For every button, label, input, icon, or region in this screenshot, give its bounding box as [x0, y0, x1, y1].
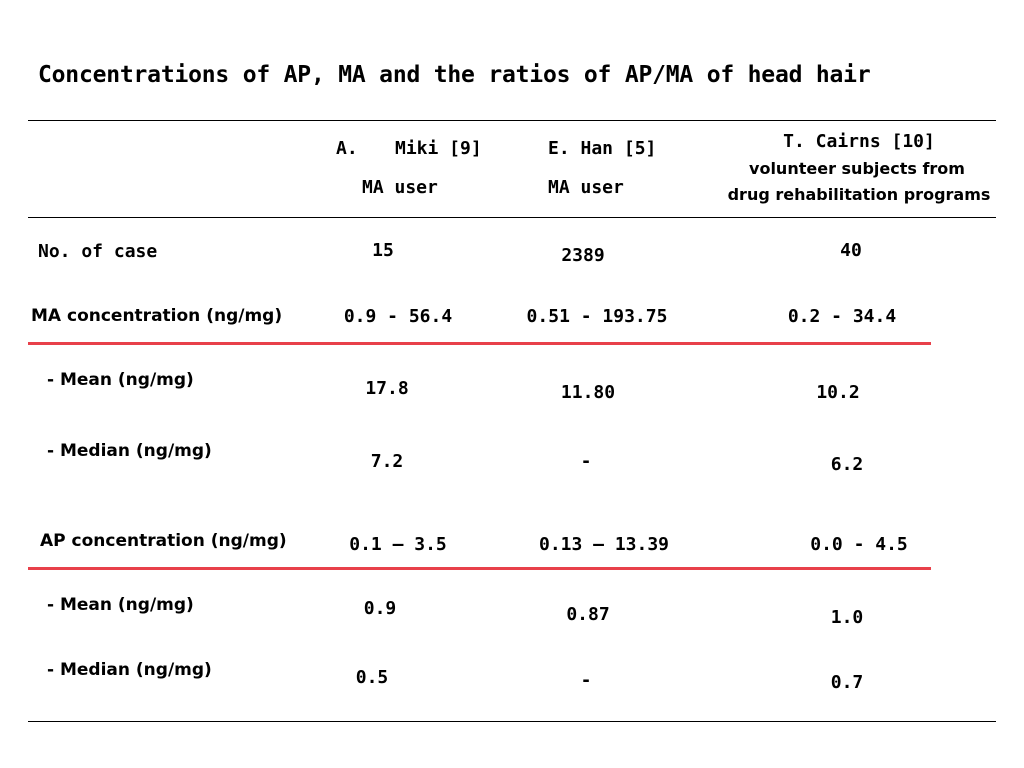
col3-author: T. Cairns [10] — [783, 131, 935, 152]
row-ma-median-label: - Median (ng/mg) — [47, 441, 212, 461]
row-ma-conc-col1: 0.9 - 56.4 — [343, 306, 453, 327]
col1-author: Miki [9] — [395, 138, 482, 159]
row-ap-conc-col3: 0.0 - 4.5 — [810, 534, 908, 555]
col3-subject-line2: drug rehabilitation programs — [727, 185, 991, 204]
row-ap-median-label: - Median (ng/mg) — [47, 660, 212, 680]
row-ma-mean-label: - Mean (ng/mg) — [47, 370, 194, 390]
table-top-rule — [28, 120, 996, 121]
row-ma-mean-col3: 10.2 — [816, 382, 860, 403]
ap-section-red-rule — [28, 567, 931, 570]
row-ma-conc-col3: 0.2 - 34.4 — [787, 306, 897, 327]
table-bottom-rule — [28, 721, 996, 722]
slide-title: Concentrations of AP, MA and the ratios … — [38, 62, 871, 88]
ma-section-red-rule — [28, 342, 931, 345]
row-ma-mean-col1: 17.8 — [365, 378, 409, 399]
row-ap-median-col1: 0.5 — [355, 667, 389, 688]
row-ap-mean-col1: 0.9 — [363, 598, 397, 619]
header-bottom-rule — [28, 217, 996, 218]
row-ma-median-col2: - — [580, 451, 592, 472]
row-cases-label: No. of case — [38, 241, 158, 262]
row-ap-mean-label: - Mean (ng/mg) — [47, 595, 194, 615]
row-ma-mean-col2: 11.80 — [560, 382, 616, 403]
row-ma-conc-label: MA concentration (ng/mg) — [31, 306, 283, 326]
row-cases-col1: 15 — [372, 240, 394, 261]
row-ap-median-col2: - — [580, 670, 592, 691]
row-ap-conc-col2: 0.13 – 13.39 — [538, 534, 670, 555]
row-ap-mean-col2: 0.87 — [566, 604, 610, 625]
col1-index-label: A. — [336, 138, 358, 159]
col3-subject-line1: volunteer subjects from — [749, 159, 965, 178]
row-ma-median-col3: 6.2 — [830, 454, 864, 475]
row-cases-col2: 2389 — [561, 245, 605, 266]
row-ap-conc-col1: 0.1 – 3.5 — [349, 534, 447, 555]
row-ma-median-col1: 7.2 — [370, 451, 404, 472]
col1-subject: MA user — [362, 177, 438, 198]
row-ma-conc-col2: 0.51 - 193.75 — [526, 306, 668, 327]
row-ap-median-col3: 0.7 — [830, 672, 864, 693]
col2-subject: MA user — [548, 177, 624, 198]
row-ap-conc-label: AP concentration (ng/mg) — [40, 531, 287, 551]
row-cases-col3: 40 — [840, 240, 862, 261]
row-ap-mean-col3: 1.0 — [830, 607, 864, 628]
col2-author: E. Han [5] — [548, 138, 657, 159]
